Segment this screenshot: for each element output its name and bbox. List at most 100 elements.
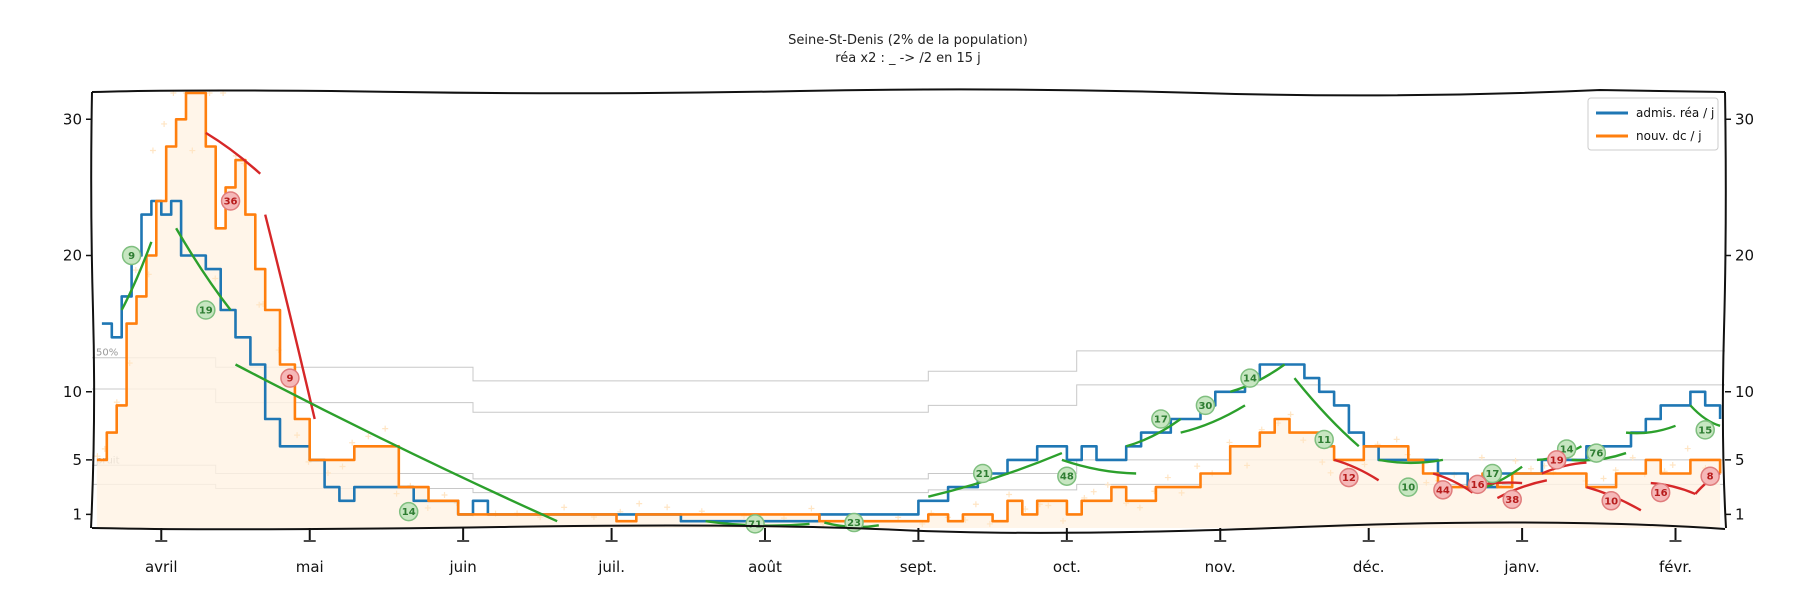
daily-point-21 [324,469,331,476]
trend-badge-label-10: 30 [1198,401,1212,412]
daily-point-16 [256,301,263,308]
trend-line-15 [1432,472,1474,494]
chart-title: Seine-St-Denis (2% de la population) [788,33,1028,48]
daily-point-39 [664,504,671,511]
trend-badge-label-0: 9 [128,251,135,262]
trend-line-8 [1061,458,1137,475]
trend-badge-label-13: 12 [1342,473,1356,484]
daily-point-66 [1194,463,1201,470]
trend-badge-12 [1314,429,1334,450]
x-tick-label-7: nov. [1205,558,1236,576]
legend-label-rea: admis. réa / j [1636,106,1714,120]
daily-point-87 [1512,457,1519,464]
trend-badge-label-26: 8 [1707,472,1714,483]
daily-point-0 [94,453,101,460]
daily-point-35 [561,504,568,511]
x-axis: avril mai juin juil. août sept. oct. nov. déc. ja… [145,528,1692,576]
trend-badge-label-16: 17 [1485,469,1499,480]
x-tick-label-3: juil. [597,558,625,576]
trend-badge-label-18: 38 [1505,495,1519,506]
daily-point-7 [161,120,168,127]
x-tick-label-8: déc. [1353,558,1385,576]
trend-badge-17 [1467,474,1488,495]
daily-point-62 [1136,504,1143,511]
daily-point-12 [212,275,219,282]
daily-point-57 [1060,517,1067,524]
y-tick-label-left-1: 5 [72,451,82,469]
daily-point-59 [1090,488,1097,495]
trend-badge-9 [1151,409,1171,429]
daily-point-60 [1104,481,1111,488]
daily-point-95 [1629,454,1636,461]
trend-badge-2 [220,191,241,211]
trend-badge-label-21: 76 [1589,449,1603,460]
y-tick-label-left-3: 20 [63,247,82,265]
trend-badge-3 [280,368,300,388]
daily-point-75 [1327,469,1334,476]
y-tick-label-left-0: 1 [72,505,82,523]
x-tick-label-2: juin [448,558,476,576]
trend-badge-11 [1240,368,1260,388]
trend-badge-label-2: 36 [224,197,238,208]
trend-line-12 [1293,377,1360,448]
chart-subtitle: réa x2 : _ -> /2 en 15 j [835,51,981,66]
trend-badge-18 [1502,489,1522,510]
trend-badge-label-9: 17 [1154,415,1168,426]
trend-badge-label-24: 16 [1654,488,1668,499]
trend-badge-label-14: 10 [1401,483,1415,494]
plot-frame-right [1721,91,1727,529]
legend: admis. réa / j nouv. dc / j [1587,97,1719,151]
daily-point-43 [808,505,815,512]
reference-label-0: 50% [96,348,118,359]
trend-badge-8 [1057,466,1077,486]
plot-frame-left [90,91,96,529]
daily-point-10 [189,147,196,154]
daily-point-51 [972,501,979,508]
daily-point-79 [1393,436,1400,443]
trend-badge-22 [1601,491,1621,511]
daily-point-68 [1226,439,1233,446]
trend-badge-21 [1586,443,1607,463]
trend-badge-label-1: 19 [199,306,213,317]
x-tick-label-9: janv. [1503,558,1539,576]
trend-badge-label-11: 14 [1243,374,1257,385]
daily-point-73 [1300,437,1307,444]
daily-point-19 [294,432,301,439]
daily-point-71 [1275,420,1282,427]
trend-segments [120,131,1721,529]
trend-badge-16 [1482,463,1503,484]
trend-badge-label-5: 71 [748,519,762,530]
x-tick-label-10: févr. [1659,558,1692,576]
trend-badge-7 [972,463,993,484]
daily-point-64 [1164,474,1171,481]
plot-frame-bottom [91,521,1726,534]
x-tick-label-1: mai [296,558,324,576]
trend-line-0 [120,241,153,311]
y-tick-label-right-4: 30 [1735,110,1754,128]
trend-badge-label-19: 14 [1560,444,1574,455]
daily-point-93 [1600,475,1607,482]
trend-badge-15 [1433,480,1453,500]
reference-line-1 [92,384,1725,413]
daily-point-26 [393,490,400,497]
x-tick-label-6: oct. [1053,558,1081,576]
trend-badge-0 [121,245,142,266]
trend-badge-label-20: 19 [1550,455,1564,466]
trend-line-3 [264,214,316,420]
y-tick-label-left-2: 10 [63,383,82,401]
daily-point-38 [636,500,643,507]
trend-line-25 [1689,404,1721,427]
trend-line-24 [1650,481,1696,496]
trend-badge-4 [398,501,419,522]
trend-line-13 [1333,458,1380,482]
daily-point-88 [1527,465,1534,472]
y-tick-label-left-4: 30 [63,110,82,128]
trend-line-1 [175,227,232,311]
y-tick-label-right-0: 1 [1735,505,1745,523]
trend-badge-label-25: 15 [1698,425,1712,436]
daily-point-4 [132,267,139,274]
daily-point-25 [382,425,389,432]
trend-line-14 [1378,458,1444,465]
daily-point-22 [339,463,346,470]
